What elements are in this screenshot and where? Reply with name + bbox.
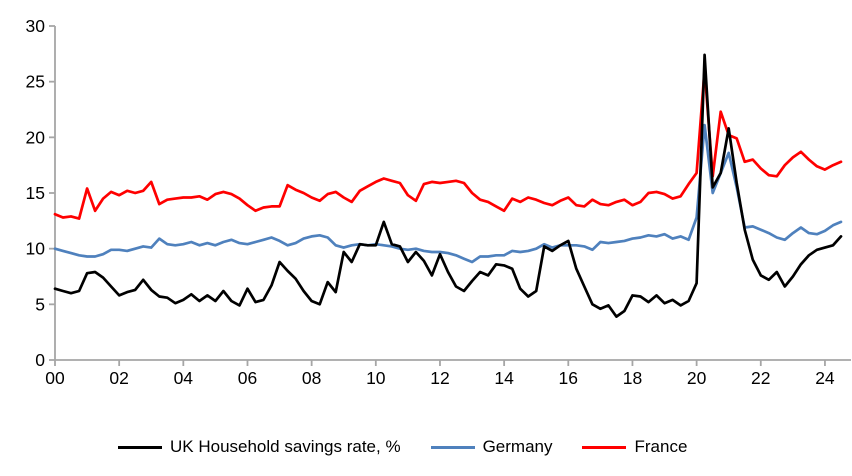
- germany-line-swatch-icon: [430, 445, 475, 449]
- x-tick-label: 22: [751, 368, 770, 388]
- x-tick-label: 04: [174, 368, 194, 388]
- x-tick-label: 14: [494, 368, 514, 388]
- x-tick-label: 10: [366, 368, 386, 388]
- y-tick-label: 25: [26, 72, 45, 92]
- legend-label-france: France: [634, 437, 688, 456]
- savings-rate-line-chart: 0 5 10 15 20 25 30 00 02 04 06 08 10 12 14 16 18 20 22 24: [26, 16, 851, 388]
- x-tick-label: 18: [623, 368, 642, 388]
- y-tick-label: 30: [26, 16, 46, 36]
- y-tick-label: 15: [26, 183, 45, 203]
- x-tick-label: 16: [559, 368, 578, 388]
- x-tick-label: 00: [45, 368, 65, 388]
- y-tick-label: 0: [35, 350, 45, 370]
- legend-label-germany: Germany: [482, 437, 553, 456]
- legend-item-france: France: [582, 437, 687, 457]
- y-tick-label: 20: [26, 127, 46, 147]
- x-tick-label: 20: [687, 368, 707, 388]
- legend-item-uk: UK Household savings rate, %: [118, 437, 401, 457]
- chart-plot-area: 0 5 10 15 20 25 30 00 02 04 06 08 10 12 14 16 18 20 22 24: [26, 16, 851, 388]
- legend-item-germany: Germany: [430, 437, 553, 457]
- france-line-swatch-icon: [582, 445, 627, 449]
- x-tick-label: 24: [815, 368, 835, 388]
- series-line-germany: [53, 123, 843, 264]
- legend-label-uk: UK Household savings rate, %: [170, 437, 401, 456]
- uk-line-swatch-icon: [118, 445, 162, 449]
- x-tick-label: 06: [238, 368, 257, 388]
- series-line-france: [53, 68, 843, 220]
- y-tick-label: 10: [26, 239, 46, 259]
- x-tick-label: 08: [302, 368, 321, 388]
- x-tick-label: 12: [430, 368, 449, 388]
- x-tick-label: 02: [109, 368, 128, 388]
- chart-legend: UK Household savings rate, % Germany Fra…: [118, 432, 687, 462]
- series-line-uk: [53, 53, 843, 318]
- y-tick-label: 5: [35, 294, 45, 314]
